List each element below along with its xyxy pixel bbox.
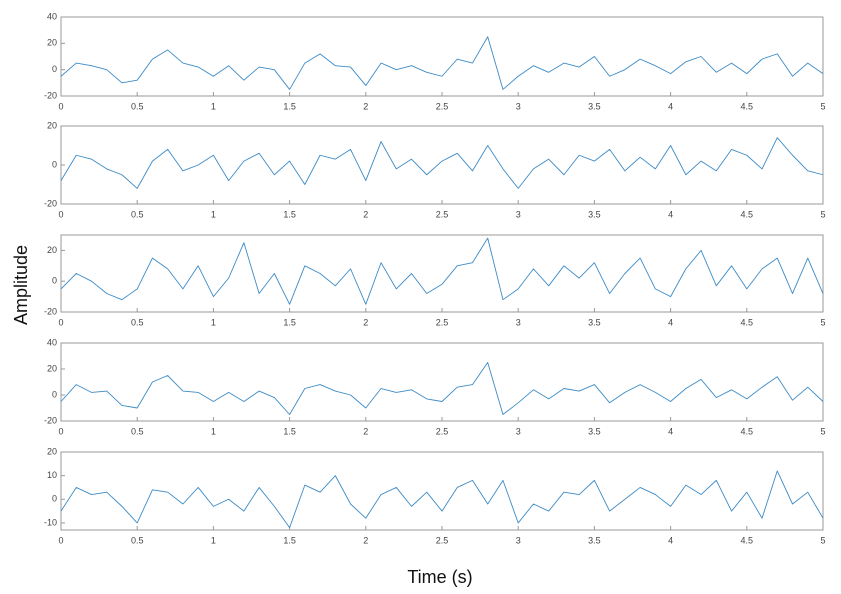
- y-tick-label: 0: [52, 276, 57, 286]
- x-tick-label: 2: [363, 535, 368, 545]
- y-tick-label: 20: [47, 120, 57, 130]
- x-tick-label: 0.5: [131, 101, 144, 111]
- x-tick-label: 0.5: [131, 209, 144, 219]
- x-tick-label: 1.5: [283, 426, 296, 436]
- x-tick-label: 0: [58, 317, 63, 327]
- x-tick-label: 2.5: [436, 209, 449, 219]
- x-tick-label: 1: [211, 535, 216, 545]
- x-tick-label: 2.5: [436, 101, 449, 111]
- x-tick-label: 3: [516, 535, 521, 545]
- x-tick-label: 4: [668, 209, 673, 219]
- signal-line: [60, 36, 824, 90]
- x-tick-label: 4.5: [741, 101, 754, 111]
- x-tick-label: 0: [58, 426, 63, 436]
- plot-area: [60, 451, 824, 531]
- x-tick-label: 4.5: [741, 317, 754, 327]
- x-tick-label: 1.5: [283, 317, 296, 327]
- x-tick-label: 1: [211, 101, 216, 111]
- x-tick-label: 0.5: [131, 317, 144, 327]
- x-tick-label: 2: [363, 426, 368, 436]
- x-tick-label: 2: [363, 317, 368, 327]
- y-tick-label: 0: [52, 389, 57, 399]
- x-tick-label: 4: [668, 426, 673, 436]
- x-tick-label: 5: [820, 317, 825, 327]
- y-tick-label: 40: [47, 11, 57, 21]
- x-tick-label: 2.5: [436, 535, 449, 545]
- y-tick-label: 10: [47, 470, 57, 480]
- x-tick-label: 2.5: [436, 317, 449, 327]
- x-tick-label: 5: [820, 426, 825, 436]
- signal-line: [60, 137, 824, 189]
- y-tick-label: -20: [44, 90, 57, 100]
- y-tick-label: -20: [44, 198, 57, 208]
- x-tick-label: 2.5: [436, 426, 449, 436]
- y-tick-label: -10: [44, 517, 57, 527]
- x-tick-label: 0: [58, 209, 63, 219]
- x-tick-label: 3.5: [588, 101, 601, 111]
- x-tick-label: 1: [211, 317, 216, 327]
- x-tick-label: 4: [668, 317, 673, 327]
- y-axis-label: Amplitude: [11, 245, 31, 325]
- x-tick-label: 5: [820, 209, 825, 219]
- x-tick-label: 5: [820, 101, 825, 111]
- y-tick-label: 20: [47, 245, 57, 255]
- y-tick-label: 40: [47, 337, 57, 347]
- x-tick-label: 3: [516, 317, 521, 327]
- x-tick-label: 0.5: [131, 535, 144, 545]
- x-tick-label: 1.5: [283, 209, 296, 219]
- plot-area: [60, 16, 824, 97]
- x-tick-label: 4.5: [741, 209, 754, 219]
- plot-area: [60, 342, 824, 422]
- y-tick-label: 0: [52, 159, 57, 169]
- y-tick-label: 0: [52, 494, 57, 504]
- x-tick-label: 3: [516, 426, 521, 436]
- x-tick-label: 3: [516, 101, 521, 111]
- x-tick-label: 2: [363, 209, 368, 219]
- x-tick-label: 4.5: [741, 535, 754, 545]
- x-tick-label: 1.5: [283, 535, 296, 545]
- signal-line: [60, 362, 824, 415]
- x-tick-label: 4.5: [741, 426, 754, 436]
- x-tick-label: 3.5: [588, 209, 601, 219]
- x-tick-label: 4: [668, 101, 673, 111]
- y-tick-label: 0: [52, 64, 57, 74]
- x-tick-label: 3: [516, 209, 521, 219]
- x-tick-label: 0.5: [131, 426, 144, 436]
- y-tick-label: 20: [47, 38, 57, 48]
- y-tick-label: 20: [47, 446, 57, 456]
- x-tick-label: 4: [668, 535, 673, 545]
- y-tick-label: -20: [44, 306, 57, 316]
- x-tick-label: 1.5: [283, 101, 296, 111]
- x-tick-label: 1: [211, 426, 216, 436]
- x-tick-label: 0: [58, 535, 63, 545]
- y-tick-label: -20: [44, 415, 57, 425]
- signal-line: [60, 470, 824, 529]
- x-tick-label: 2: [363, 101, 368, 111]
- x-tick-label: 3.5: [588, 535, 601, 545]
- x-tick-label: 5: [820, 535, 825, 545]
- x-tick-label: 0: [58, 101, 63, 111]
- y-tick-label: 20: [47, 363, 57, 373]
- x-axis-label: Time (s): [407, 567, 472, 587]
- plot-area: [60, 125, 824, 205]
- x-tick-label: 1: [211, 209, 216, 219]
- x-tick-label: 3.5: [588, 426, 601, 436]
- signal-line: [60, 237, 824, 305]
- x-tick-label: 3.5: [588, 317, 601, 327]
- plot-area: [60, 234, 824, 313]
